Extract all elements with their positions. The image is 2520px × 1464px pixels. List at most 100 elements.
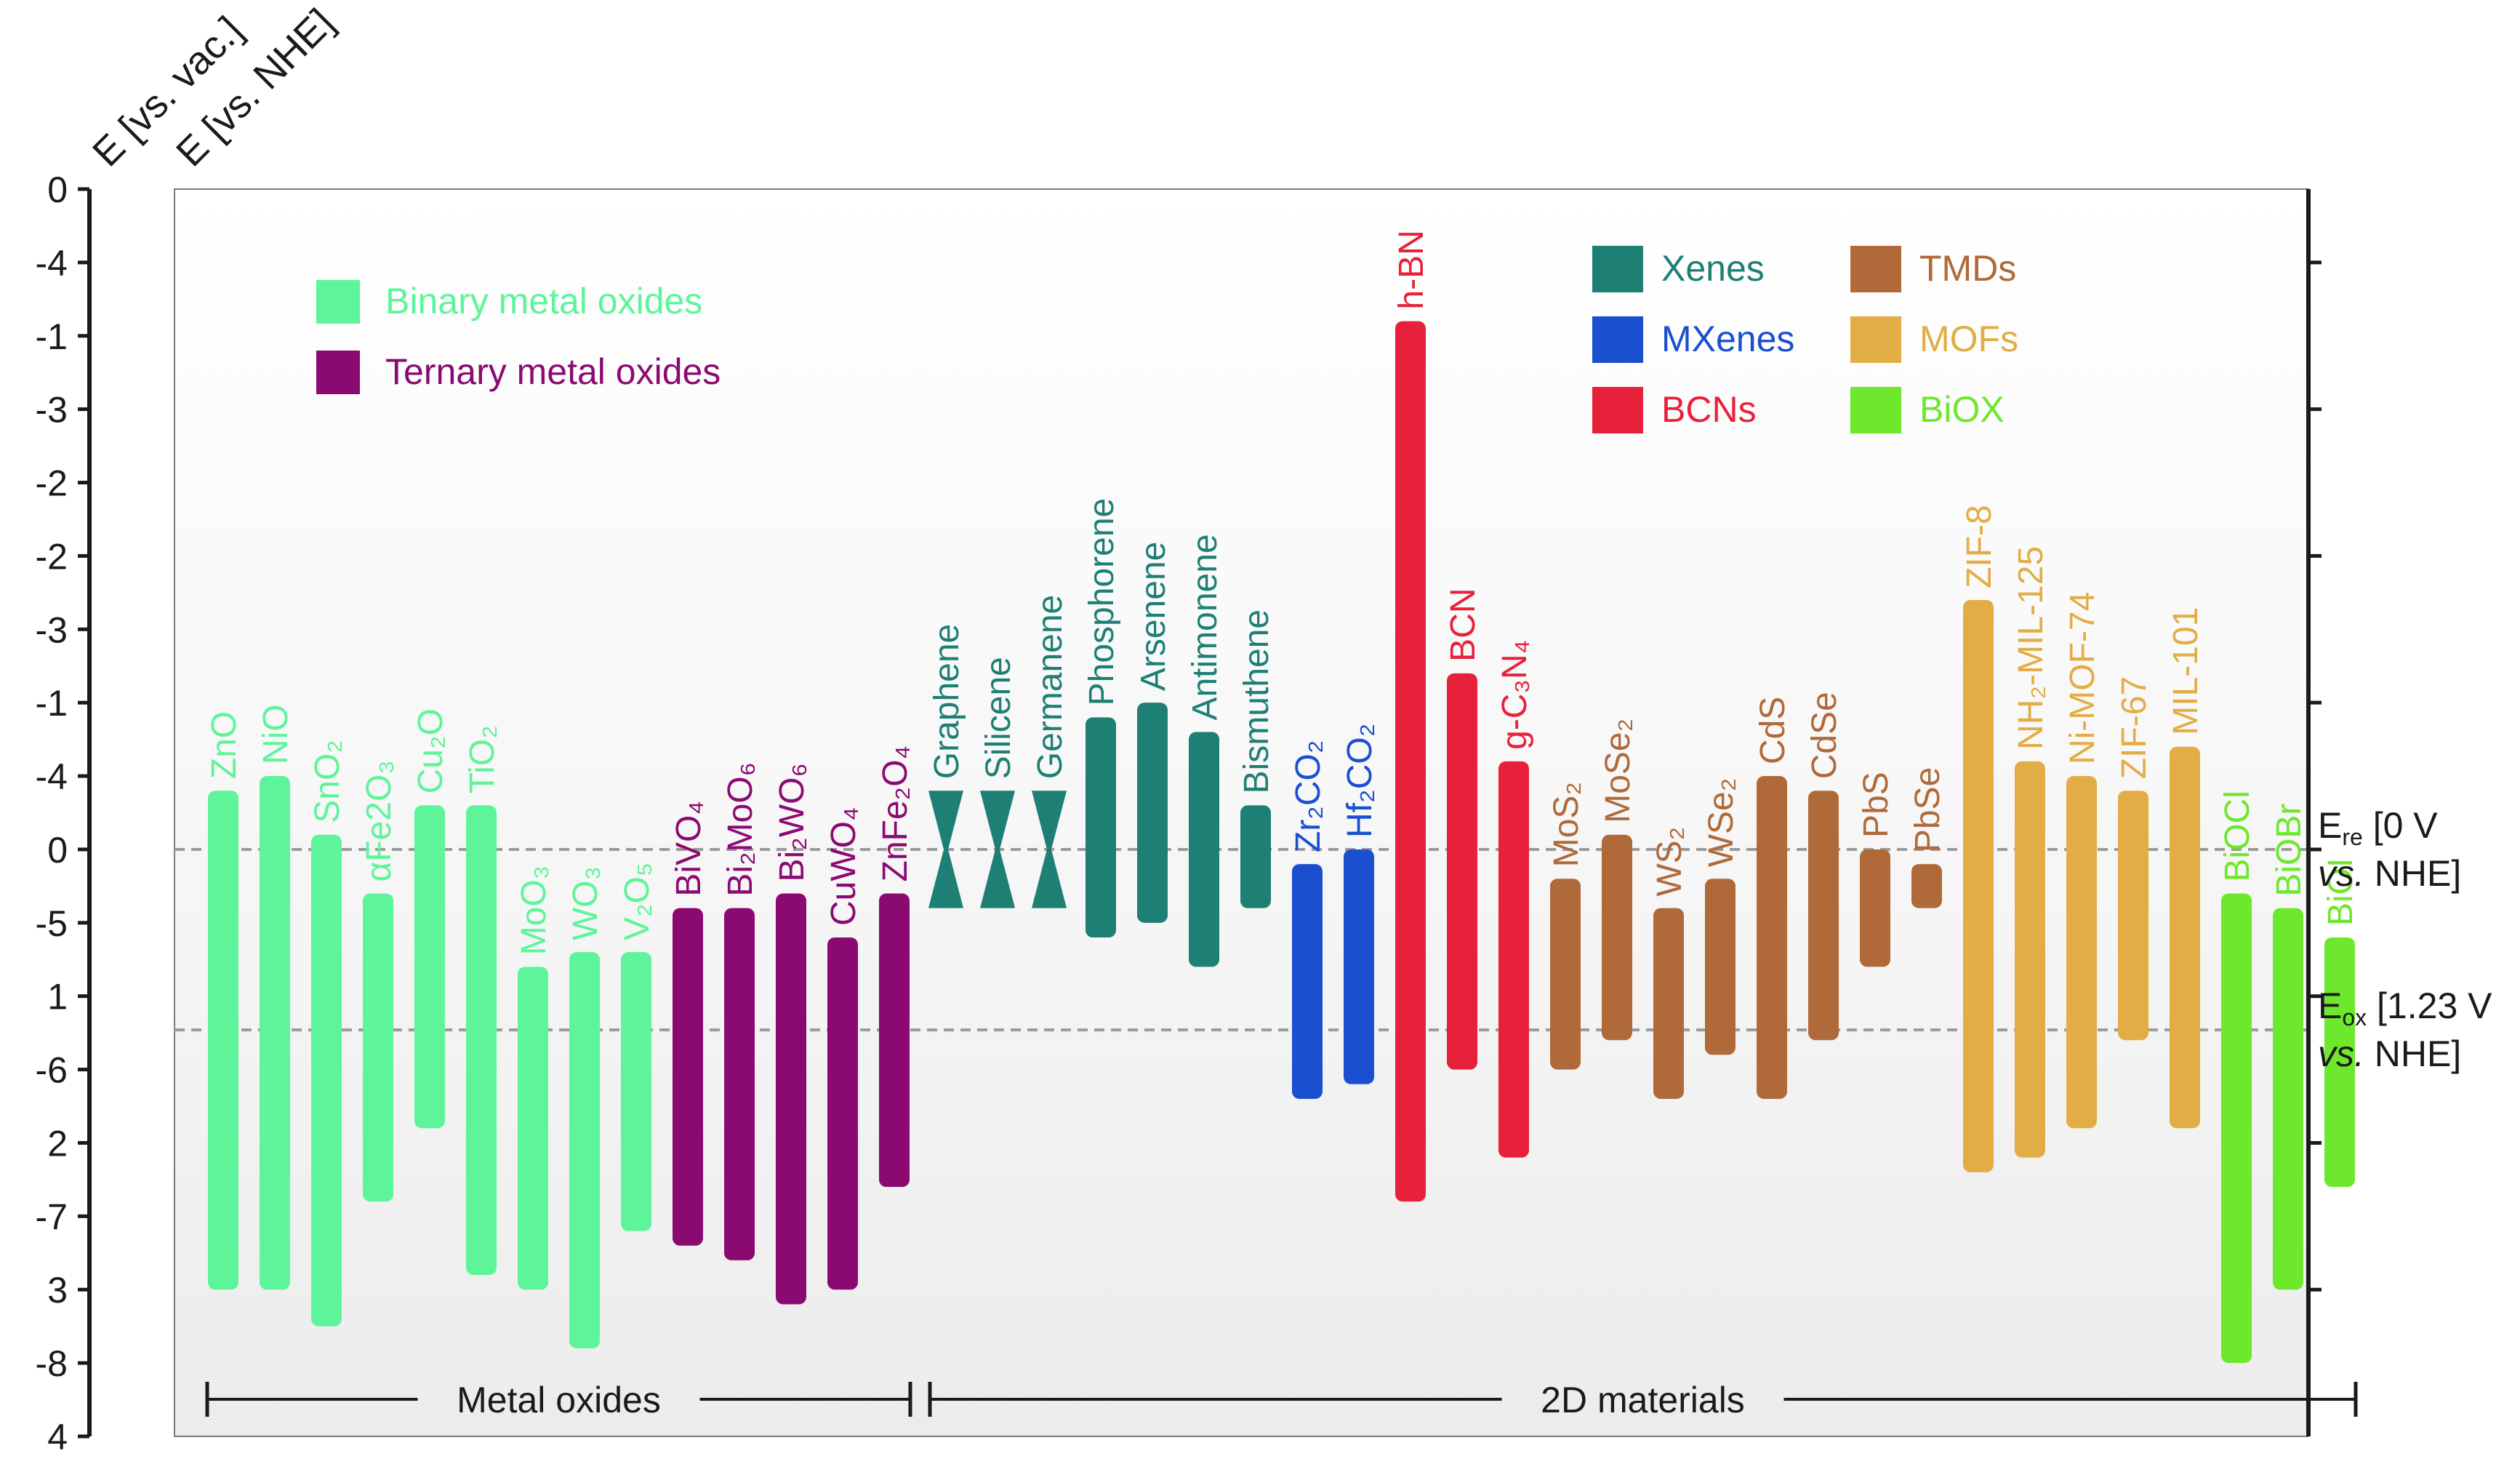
legend-label: MXenes (1661, 319, 1794, 359)
band-bar (1705, 879, 1735, 1055)
band-bar (879, 893, 910, 1187)
material-label: MIL-101 (2167, 607, 2205, 735)
vac-tick-label: 1 (47, 977, 68, 1017)
band-bar (1498, 761, 1529, 1158)
material-label: TiO₂ (463, 725, 502, 793)
vac-tick-label: 4 (47, 1417, 68, 1457)
legend-right: Xenes TMDs MXenes MOFs BCNs BiOX (1592, 246, 2018, 433)
band-bar (1189, 732, 1219, 967)
vac-tick-label: -2 (36, 463, 68, 504)
material-label: BCN (1444, 588, 1482, 661)
band-bar (569, 952, 600, 1348)
legend-swatch (1850, 246, 1901, 292)
band-bar (208, 791, 238, 1290)
vac-tick-label: -2 (36, 536, 68, 577)
vac-tick-label: 2 (47, 1123, 68, 1164)
band-bar (1240, 805, 1271, 908)
material-label: ZIF-67 (2115, 676, 2154, 779)
band-bar (1292, 864, 1323, 1099)
material-label: ZnFe₂O₄ (876, 745, 915, 882)
material-label: WO₃ (566, 866, 605, 940)
material-bars (208, 321, 2355, 1364)
band-bar (724, 908, 755, 1260)
legend-swatch (1850, 316, 1901, 363)
material-label: WSe₂ (1702, 778, 1741, 868)
band-bar (1447, 673, 1477, 1070)
legend-swatch (1592, 316, 1643, 363)
legend-label: Xenes (1661, 248, 1765, 289)
legend-left: Binary metal oxides Ternary metal oxides (316, 280, 721, 394)
band-bar (621, 952, 651, 1231)
material-label: g-C₃N₄ (1496, 640, 1534, 750)
material-label: CdS (1754, 697, 1792, 764)
reference-labels: Ere [0 Vvs. NHE]Eox [1.23 Vvs. NHE] (2318, 805, 2492, 1074)
band-bar (311, 834, 342, 1327)
legend-swatch (1592, 387, 1643, 433)
band-bar (2015, 761, 2045, 1158)
vac-tick-label: -3 (36, 390, 68, 431)
vac-tick-label: -1 (36, 683, 68, 724)
band-bar (466, 805, 497, 1276)
legend-swatch (316, 280, 360, 324)
band-bar (1602, 834, 1632, 1041)
band-bar (1963, 599, 1994, 1172)
band-bar (827, 937, 858, 1290)
legend-swatch (1592, 246, 1643, 292)
material-labels: ZnO NiO SnO₂ αFe2O₃ Cu₂O TiO₂ MoO₃ WO₃ V₂O₅ BiVO₄… (205, 230, 2360, 955)
band-bar (414, 805, 445, 1129)
legend-label: Ternary metal oxides (385, 351, 721, 392)
material-label: BiVO₄ (670, 801, 708, 897)
material-label: αFe2O₃ (360, 760, 398, 881)
material-label: Hf₂CO₂ (1341, 724, 1379, 838)
band-bar (2221, 893, 2252, 1364)
vac-tick-labels: 0 -4 -1 -3 -2 -2 -3 -1 -4 0 -5 1 -6 2 -7 3 -8 4 (36, 169, 68, 1457)
legend-label: MOFs (1919, 319, 2018, 359)
band-bar (1653, 908, 1684, 1099)
reference-label-ere: Ere [0 V (2318, 805, 2438, 850)
legend-label: TMDs (1919, 248, 2016, 289)
vac-tick-label: -4 (36, 243, 68, 284)
legend-label: BiOX (1919, 389, 2005, 430)
legend-label: Binary metal oxides (385, 281, 702, 321)
nhe-ticks (2308, 260, 2322, 1292)
vac-tick-label: -4 (36, 756, 68, 797)
material-label: Zr₂CO₂ (1289, 740, 1328, 853)
reference-label-eox: Eox [1.23 V (2318, 985, 2492, 1031)
dirac-cone (980, 791, 1015, 908)
band-bar (363, 893, 393, 1202)
legend-swatch (1850, 387, 1901, 433)
material-label: Antimonene (1186, 534, 1224, 720)
left-axis: 0 -4 -1 -3 -2 -2 -3 -1 -4 0 -5 1 -6 2 -7 3 -8 4 (36, 169, 92, 1457)
group-label: 2D materials (1541, 1380, 1745, 1420)
material-label: Silicene (979, 657, 1018, 779)
band-bar (1395, 321, 1426, 1202)
material-label: Bi₂MoO₆ (721, 762, 760, 897)
band-bar (2118, 791, 2148, 1041)
vac-tick-label: 3 (47, 1270, 68, 1311)
vac-tick-label: -7 (36, 1196, 68, 1237)
band-bar (2066, 776, 2097, 1129)
vac-tick-label: -3 (36, 609, 68, 650)
band-bar (2324, 937, 2355, 1187)
reference-label-eox-line2: vs. NHE] (2318, 1033, 2461, 1074)
band-bar (1344, 849, 1374, 1084)
band-bar (776, 893, 806, 1305)
vac-tick-label: -8 (36, 1343, 68, 1384)
band-bar (518, 967, 548, 1290)
material-label: MoS₂ (1547, 782, 1586, 867)
vac-tick-label: 0 (47, 830, 68, 871)
right-axis (2306, 189, 2322, 1436)
band-bar (260, 776, 290, 1290)
material-label: Arsenene (1134, 542, 1173, 691)
material-label: WS₂ (1650, 827, 1689, 897)
material-label: NH₂-MIL-125 (2012, 546, 2050, 750)
material-label: NiO (257, 704, 295, 764)
dirac-cone (1032, 791, 1067, 908)
vac-tick-label: -5 (36, 903, 68, 944)
material-label: h-BN (1392, 230, 1431, 309)
band-bar (1550, 879, 1581, 1070)
material-label: Ni-MOF-74 (2063, 592, 2102, 764)
material-label: Phosphorene (1083, 498, 1121, 706)
material-label: SnO₂ (308, 740, 347, 823)
